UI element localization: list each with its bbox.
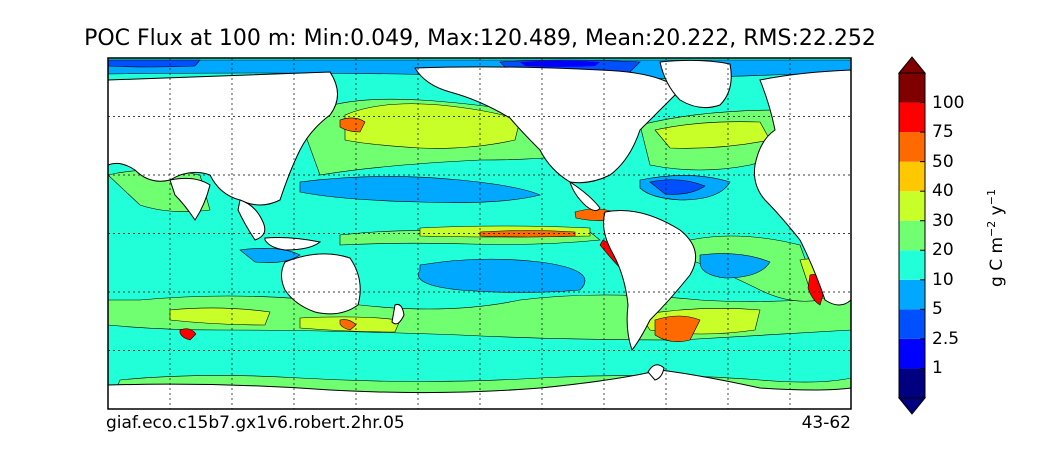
colorbar-swatch xyxy=(899,279,925,310)
colorbar-upper-extend-arrow xyxy=(897,56,927,74)
landmass-indonesia xyxy=(264,237,322,251)
landmass-central-america xyxy=(569,180,601,212)
colorbar-swatch xyxy=(899,309,925,339)
colorbar-swatch xyxy=(899,132,925,162)
map-field xyxy=(108,58,851,409)
colorbar-tick-label: 1 xyxy=(932,358,943,379)
landmass-greenland xyxy=(659,59,732,109)
colorbar-tick-label: 50 xyxy=(932,151,954,172)
colorbar-tick-label: 5 xyxy=(932,299,943,320)
colorbar-swatch xyxy=(899,161,925,192)
map-gridlines xyxy=(108,58,851,409)
colorbar-tick-label: 10 xyxy=(932,269,954,290)
colorbar-swatch xyxy=(899,250,925,280)
colorbar-swatch xyxy=(899,368,925,398)
landmass-india xyxy=(169,177,211,221)
case-name-label: giaf.eco.c15b7.gx1v6.robert.2hr.05 xyxy=(106,413,405,433)
colorbar-tick-label: 30 xyxy=(932,210,954,231)
colorbar-tick-label: 75 xyxy=(932,122,954,143)
colorbar-swatch xyxy=(899,338,925,369)
colorbar-tick-label: 20 xyxy=(932,240,954,261)
colorbar-tick-label: 2.5 xyxy=(932,328,960,349)
colorbar-swatch xyxy=(899,73,925,103)
landmass-north-america xyxy=(414,66,681,184)
landmass-australia xyxy=(281,253,361,315)
colorbar xyxy=(897,56,927,415)
contour-band-1-2.5 xyxy=(520,60,600,67)
years-label: 43-62 xyxy=(801,413,851,433)
colorbar-tick-label: 40 xyxy=(932,181,954,202)
colorbar-swatch xyxy=(899,102,925,133)
landmass-south-america xyxy=(603,209,697,352)
map-frame xyxy=(107,57,852,410)
landmass-new-zealand xyxy=(391,304,405,325)
colorbar-lower-extend-arrow xyxy=(897,397,927,415)
landmass-antarctic-peninsula xyxy=(647,364,665,381)
colorbar-swatch xyxy=(899,220,925,251)
colorbar-tick-label: 100 xyxy=(932,92,965,113)
plot-title: POC Flux at 100 m: Min:0.049, Max:120.48… xyxy=(84,26,876,51)
colorbar-swatch xyxy=(899,191,925,221)
colorbar-units-label: g C m−2 y−1 xyxy=(985,189,1007,287)
colorbar-frame xyxy=(898,72,926,399)
